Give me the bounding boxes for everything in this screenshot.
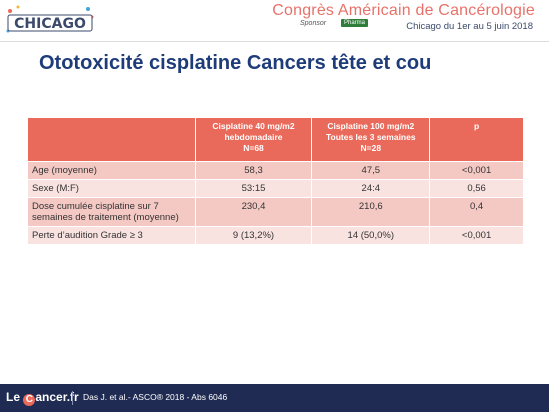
table-row: Dose cumulée cisplatine sur 7 semaines d… — [27, 197, 524, 227]
value-cell: 9 (13,2%) — [194, 226, 313, 245]
value-cell: 58,3 — [194, 161, 313, 180]
footer-reference: Das J. et al.- ASCO® 2018 - Abs 6046 — [83, 392, 228, 402]
slide-title: Ototoxicité cisplatine Cancers tête et c… — [39, 52, 432, 74]
brand-prefix: Le — [6, 390, 21, 404]
value-cell: 53:15 — [194, 179, 313, 198]
table-header-cell: p — [429, 117, 524, 162]
table-header-cell — [27, 117, 196, 162]
table-row: Sexe (M:F) 53:15 24:4 0,56 — [27, 179, 524, 198]
table-header-cell: Cisplatine 40 mg/m2 hebdomadaire N=68 — [194, 117, 313, 162]
slide-header: CHICAGO Congrès Américain de Cancérologi… — [0, 0, 549, 40]
results-table: Cisplatine 40 mg/m2 hebdomadaire N=68 Cispl… — [27, 117, 524, 245]
header-divider — [0, 41, 549, 42]
value-cell: 0,56 — [429, 179, 524, 198]
table-header-row: Cisplatine 40 mg/m2 hebdomadaire N=68 Cispl… — [27, 117, 524, 162]
row-label-cell: Perte d’audition Grade ≥ 3 — [27, 226, 196, 245]
table-row: Age (moyenne) 58,3 47,5 <0,001 — [27, 161, 524, 180]
brand-suffix: ancer.fr — [35, 390, 79, 404]
row-label-cell: Sexe (M:F) — [27, 179, 196, 198]
brand-c-icon: C — [23, 394, 36, 406]
value-cell: 0,4 — [429, 197, 524, 227]
value-cell: <0,001 — [429, 226, 524, 245]
congress-title: Congrès Américain de Cancérologie — [272, 2, 535, 19]
value-cell: <0,001 — [429, 161, 524, 180]
congress-subtitle: Chicago du 1er au 5 juin 2018 — [406, 21, 533, 32]
footer-separator — [72, 391, 73, 405]
logo-text: CHICAGO — [14, 16, 86, 32]
row-label-cell: Dose cumulée cisplatine sur 7 semaines d… — [27, 197, 196, 227]
value-cell: 14 (50,0%) — [311, 226, 431, 245]
value-cell: 230,4 — [194, 197, 313, 227]
row-label-cell: Age (moyenne) — [27, 161, 196, 180]
sponsor-label: Sponsor — [300, 20, 327, 27]
sponsor-badge: Pharma — [341, 19, 369, 27]
value-cell: 47,5 — [311, 161, 431, 180]
value-cell: 210,6 — [311, 197, 431, 227]
chicago-logo: CHICAGO — [4, 3, 96, 39]
table-header-cell: Cisplatine 100 mg/m2 Toutes les 3 semaine… — [311, 117, 431, 162]
value-cell: 24:4 — [311, 179, 431, 198]
